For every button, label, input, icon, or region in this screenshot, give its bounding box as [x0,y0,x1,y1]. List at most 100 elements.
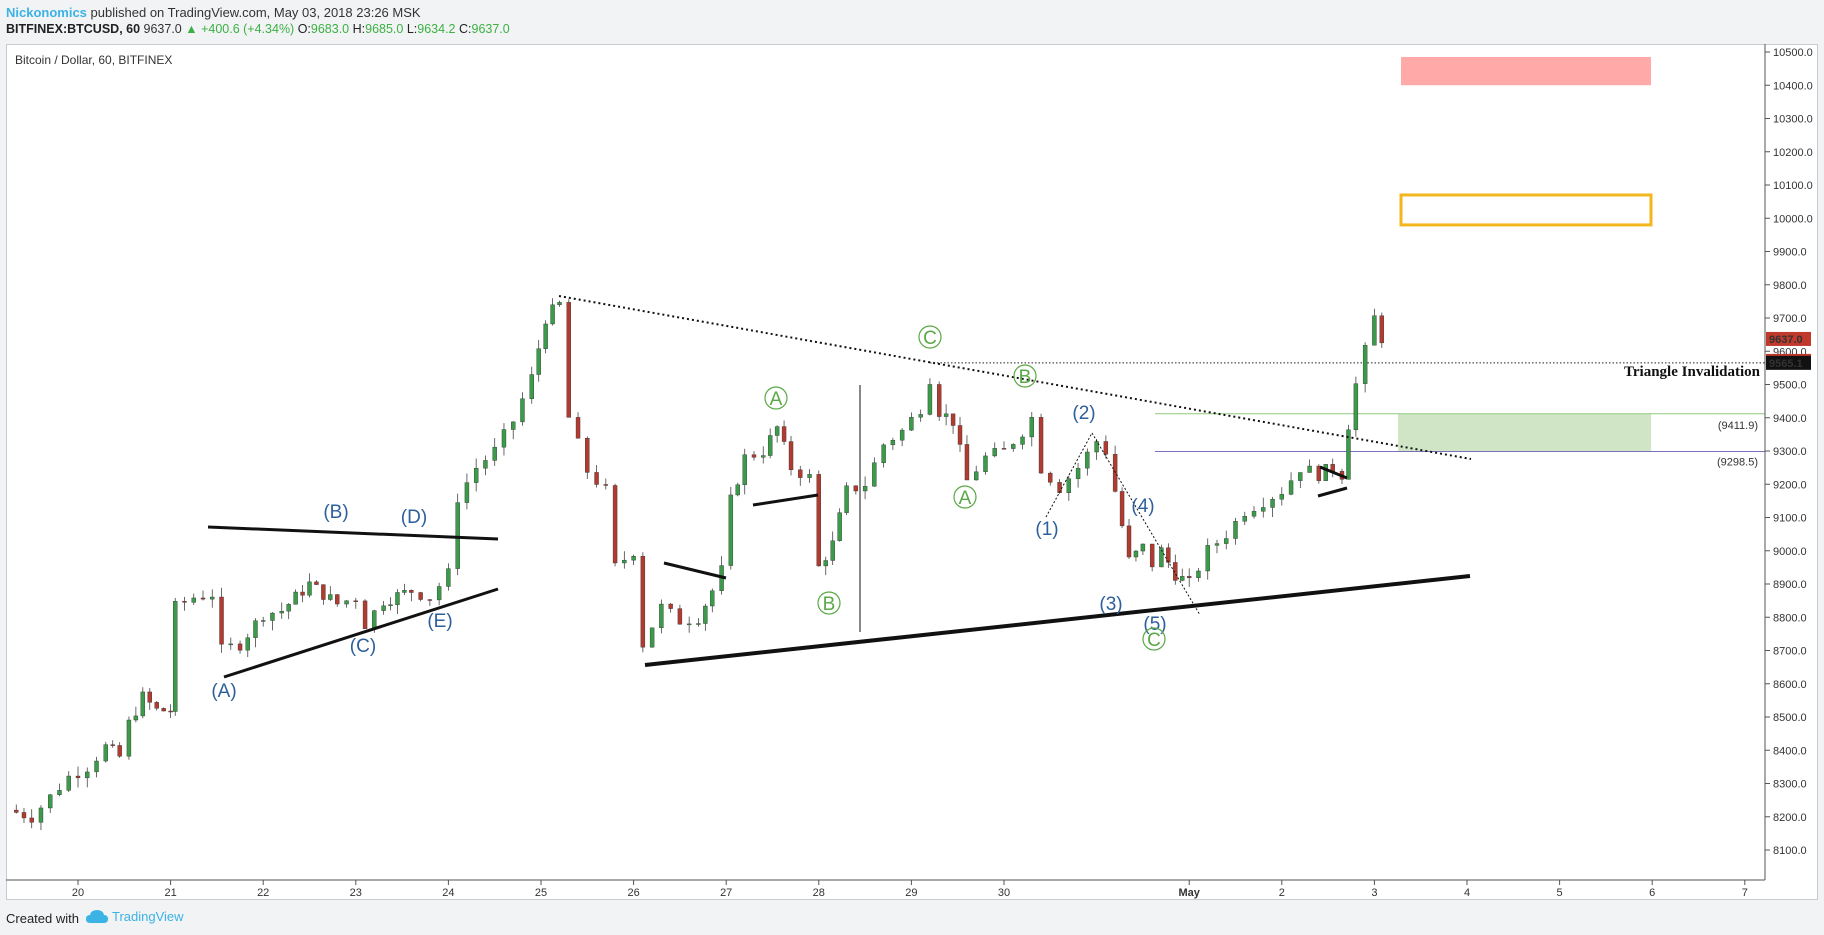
y-tick-label: 10000.0 [1773,213,1813,225]
candle-down [1126,525,1132,558]
flag-line-1 [663,561,727,580]
candle-down [300,591,305,596]
candle-up [1362,345,1368,384]
candle-up [881,444,886,463]
candle-down [950,413,956,426]
y-tick-label: 10300.0 [1773,114,1813,126]
y-tick-label: 8600.0 [1773,679,1807,691]
candle-up [85,771,90,779]
wave-circle [1013,364,1037,388]
candle-up [1372,315,1377,346]
candle-down [751,454,757,458]
candle-down [1173,562,1178,581]
candle-down [1166,547,1171,563]
y-tick-label: 10100.0 [1773,180,1813,192]
candle-up [1196,570,1201,579]
candle-up [1094,441,1099,453]
symbol-name: BITFINEX:BTCUSD, 60 [6,22,141,36]
wave-label: (1) [1035,519,1058,540]
wave-circle [817,591,841,615]
candle-up [1205,545,1210,572]
candle-down [964,444,970,481]
y-tick-label: 9100.0 [1773,513,1807,525]
symbol-line: BITFINEX:BTCUSD, 60 9637.0 ▲ +400.6 (+4.… [6,22,510,36]
candle-up [872,462,877,487]
candle-up [483,460,488,469]
candle-up [395,592,400,605]
candle-up [191,597,196,603]
wave-label: (A) [211,681,236,702]
candle-up [173,601,178,712]
candle-down [612,485,618,564]
low-label: L: [406,22,418,36]
candle-down [335,594,340,605]
candle-down [161,708,166,712]
target-zone-orange [1399,193,1653,227]
tradingview-logo[interactable]: TradingView [86,909,184,924]
triangle-lower-line [223,587,499,679]
y-tick-label: 8500.0 [1773,712,1807,724]
candle-down [798,469,803,478]
ascending-support-line [644,574,1471,667]
candle-up [1066,478,1072,493]
author-link[interactable]: Nickonomics [6,5,87,20]
y-tick-label: 8800.0 [1773,612,1807,624]
candle-up [133,715,139,721]
tradingview-brand: TradingView [112,909,184,924]
candle-down [321,584,326,600]
candle-up [57,790,62,795]
candle-up [992,448,997,457]
candle-down [575,417,581,439]
wave-label: (D) [401,507,427,528]
candle-down [585,438,590,473]
candle-down [314,581,319,585]
candle-up [103,744,108,762]
candle-up [1140,543,1146,552]
candle-up [228,643,233,646]
high-value: 9685.0 [365,22,404,36]
candle-up [1020,436,1025,445]
candle-up [830,540,835,561]
candle-down [936,384,942,417]
candle-down [603,484,609,486]
y-tick-label: 9800.0 [1773,280,1807,292]
target-zone-red [1401,56,1651,86]
y-tick-label: 9200.0 [1773,479,1807,491]
candle-up [659,603,664,629]
y-tick-label: 9700.0 [1773,313,1807,325]
candle-down [1316,465,1322,481]
triangle-upper-line [207,525,499,541]
candle-down [1186,576,1192,579]
candle-up [823,560,828,567]
chart-canvas[interactable]: Triangle Invalidation (9411.9) (9298.5) (A… [0,0,1824,900]
x-tick-label: 29 [905,887,917,899]
wave-circle [953,485,977,509]
cloud-icon [86,909,108,923]
chart-header: Nickonomics published on TradingView.com… [0,0,1824,44]
candle-up [38,807,44,823]
y-tick-label: 8700.0 [1773,646,1807,658]
y-tick-label: 9500.0 [1773,380,1807,392]
candle-up [983,455,988,473]
candle-down [182,601,187,603]
candle-down [237,643,243,651]
candle-up [844,485,849,513]
price-change: ▲ +400.6 (+4.34%) [185,22,295,36]
chart-title: Bitcoin / Dollar, 60, BITFINEX [15,53,172,67]
y-tick-label: 8900.0 [1773,579,1807,591]
wave-label: C [923,328,937,349]
y-tick-label: 10500.0 [1773,47,1813,59]
candle-down [219,596,224,645]
candle-down [1001,448,1007,450]
candle-down [566,302,571,418]
candle-down [1048,472,1053,483]
candle-up [402,590,407,593]
price-badge-text: 9637.0 [1769,334,1803,346]
chart-area[interactable] [6,44,1818,900]
candle-down [957,425,963,445]
x-tick-label: 2 [1279,887,1285,899]
candle-up [344,600,349,605]
price-badge [1766,331,1811,346]
candle-up [293,591,298,605]
candle-up [909,417,914,431]
